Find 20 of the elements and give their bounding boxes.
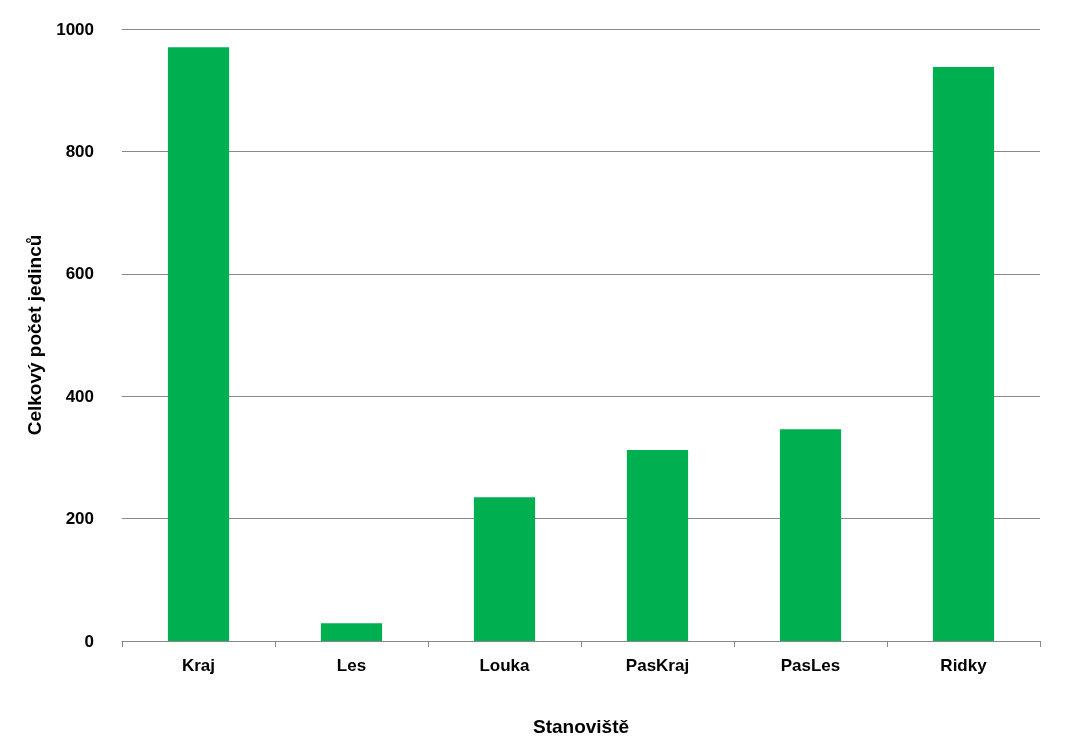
bar — [779, 429, 842, 641]
x-tick-label: Louka — [479, 656, 531, 675]
x-tick-label: PasLes — [780, 656, 841, 675]
x-tick-label: Les — [336, 656, 367, 675]
y-tick-label: 600 — [65, 264, 94, 284]
y-tick-label: 0 — [84, 631, 94, 651]
bar — [320, 623, 383, 641]
x-tick-label: Kraj — [181, 656, 216, 675]
bar — [167, 47, 230, 641]
y-tick-label: 200 — [65, 509, 94, 529]
bar — [473, 497, 536, 641]
y-tick-label: 1000 — [56, 19, 94, 39]
y-tick-label: 800 — [65, 141, 94, 161]
x-tick-label: Ridky — [940, 656, 988, 675]
x-tick-label: PasKraj — [625, 656, 690, 675]
y-axis-title: Celkový počet jedinců — [24, 234, 45, 436]
x-axis-title: Stanoviště — [532, 716, 630, 737]
y-tick-label: 400 — [65, 386, 94, 406]
bar — [626, 450, 689, 641]
bar — [932, 66, 995, 641]
